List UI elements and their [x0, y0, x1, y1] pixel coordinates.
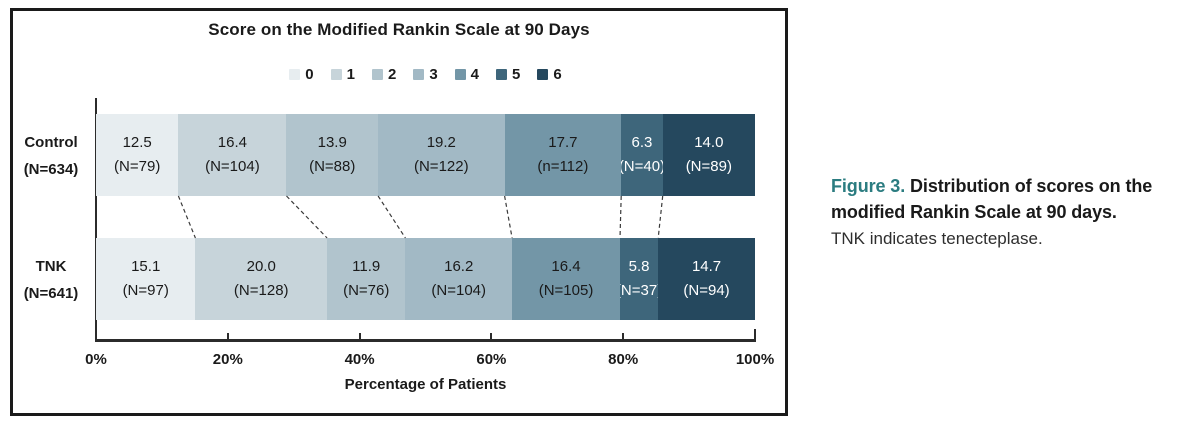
bar-segment-control-score-4: 17.7 (n=112) [504, 114, 622, 196]
legend-item-score-6: 6 [537, 66, 562, 83]
bar-segment-control-score-1: 16.4 (N=104) [178, 114, 287, 196]
bar-segment-control-score-5: 6.3 (N=40) [621, 114, 663, 196]
x-axis-title: Percentage of Patients [344, 376, 507, 393]
bar-segment-tnk-score-1: 20.0 (N=128) [195, 238, 328, 320]
x-axis-line [95, 339, 756, 342]
x-axis-tick-label: 100% [735, 351, 775, 368]
stacked-bar-tnk: 15.1 (N=97) 20.0 (N=128) 11.9 (N=76) 16.2 (N=10… [96, 238, 755, 320]
legend: 0 1 2 3 4 5 6 [96, 66, 755, 83]
legend-label: 0 [305, 66, 314, 83]
chart-title: Score on the Modified Rankin Scale at 90… [208, 20, 590, 39]
legend-swatch-icon [454, 69, 466, 80]
segment-percent-value: 19.2 [426, 134, 456, 151]
segment-n-value: (N=122) [413, 158, 469, 175]
legend-swatch-icon [371, 69, 383, 80]
stacked-bar-control: 12.5 (N=79) 16.4 (N=104) 13.9 (N=88) 19.2 (N=12… [96, 114, 755, 196]
segment-n-value: (N=40) [621, 158, 663, 175]
bar-segment-control-score-2: 13.9 (N=88) [286, 114, 379, 196]
caption-line-1: Figure 3. Distribution of scores on the [831, 173, 1200, 199]
legend-label: 2 [387, 66, 397, 83]
segment-n-value: (N=94) [683, 282, 730, 299]
segment-percent-value: 16.4 [551, 258, 581, 275]
x-axis-tick-label: 0% [85, 351, 107, 368]
x-axis-tick-mark [622, 333, 625, 339]
bar-segment-tnk-score-4: 16.4 (N=105) [512, 238, 620, 320]
segment-n-value: (N=105) [538, 282, 594, 299]
legend-label: 5 [512, 66, 521, 83]
bar-segment-tnk-score-0: 15.1 (N=97) [96, 238, 196, 320]
x-axis-tick-label: 40% [344, 351, 375, 368]
row-label-tnk-name: TNK [35, 258, 67, 275]
segment-n-value: (N=128) [233, 282, 289, 299]
legend-item-score-0: 0 [289, 66, 314, 83]
segment-percent-value: 6.3 [631, 134, 653, 151]
legend-label: 1 [346, 66, 355, 83]
segment-n-value: (N=89) [685, 158, 732, 175]
segment-n-value: (n=112) [537, 158, 589, 175]
caption-figure-label: Figure 3. [831, 176, 906, 196]
legend-swatch-icon [330, 69, 342, 80]
bar-segment-tnk-score-2: 11.9 (N=76) [327, 238, 406, 320]
x-axis-tick-label: 60% [476, 351, 507, 368]
legend-swatch-icon [496, 69, 508, 80]
segment-percent-value: 5.8 [628, 258, 650, 275]
legend-label: 6 [553, 66, 562, 83]
segment-percent-value: 16.2 [444, 258, 474, 275]
legend-swatch-icon [413, 69, 425, 80]
segment-n-value: (N=37) [620, 282, 658, 299]
y-axis-line [95, 98, 97, 341]
figure-caption: Figure 3. Distribution of scores on the … [831, 173, 1200, 252]
caption-line-2: modified Rankin Scale at 90 days. [831, 202, 1117, 222]
row-label-control-name: Control [24, 134, 78, 151]
bar-segment-tnk-score-3: 16.2 (N=104) [405, 238, 513, 320]
x-axis-tick-mark [754, 329, 756, 339]
bar-segment-control-score-3: 19.2 (N=122) [378, 114, 505, 196]
legend-swatch-icon [537, 69, 549, 80]
legend-item-score-2: 2 [371, 66, 397, 83]
x-axis-tick-mark [490, 333, 493, 339]
segment-percent-value: 11.9 [352, 258, 381, 275]
legend-label: 3 [429, 66, 438, 83]
bar-segment-tnk-score-5: 5.8 (N=37) [619, 238, 659, 320]
bar-segment-tnk-score-6: 14.7 (N=94) [658, 238, 755, 320]
segment-percent-value: 14.7 [691, 258, 722, 275]
segment-n-value: (N=76) [343, 282, 390, 299]
caption-note: TNK indicates tenecteplase. [831, 229, 1043, 248]
segment-percent-value: 20.0 [246, 258, 276, 275]
row-label-control: Control (N=634) [12, 129, 90, 183]
bar-segment-control-score-0: 12.5 (N=79) [96, 114, 179, 196]
segment-percent-value: 17.7 [548, 134, 578, 151]
legend-item-score-1: 1 [330, 66, 355, 83]
segment-n-value: (N=97) [122, 282, 169, 299]
segment-n-value: (N=79) [114, 158, 161, 175]
x-axis-tick-label: 20% [212, 351, 243, 368]
legend-item-score-4: 4 [454, 66, 480, 83]
segment-percent-value: 15.1 [131, 258, 161, 275]
x-axis-tick-mark [226, 333, 229, 339]
legend-item-score-5: 5 [496, 66, 520, 83]
legend-swatch-icon [289, 69, 301, 80]
legend-item-score-3: 3 [413, 66, 438, 83]
segment-n-value: (N=104) [205, 158, 260, 175]
caption-title-part1: Distribution of scores on the [910, 176, 1153, 196]
segment-n-value: (N=88) [309, 158, 356, 175]
legend-label: 4 [470, 66, 480, 83]
x-axis-tick-mark [358, 333, 361, 339]
segment-percent-value: 12.5 [122, 134, 152, 151]
x-axis-tick-label: 80% [608, 351, 639, 368]
segment-percent-value: 16.4 [217, 134, 247, 151]
bar-segment-control-score-6: 14.0 (N=89) [662, 114, 755, 196]
row-label-control-n: (N=634) [23, 161, 79, 178]
segment-percent-value: 13.9 [317, 134, 347, 151]
row-label-tnk-n: (N=641) [23, 285, 79, 302]
row-label-tnk: TNK (N=641) [12, 253, 90, 307]
segment-n-value: (N=104) [431, 282, 487, 299]
segment-percent-value: 14.0 [694, 134, 724, 151]
